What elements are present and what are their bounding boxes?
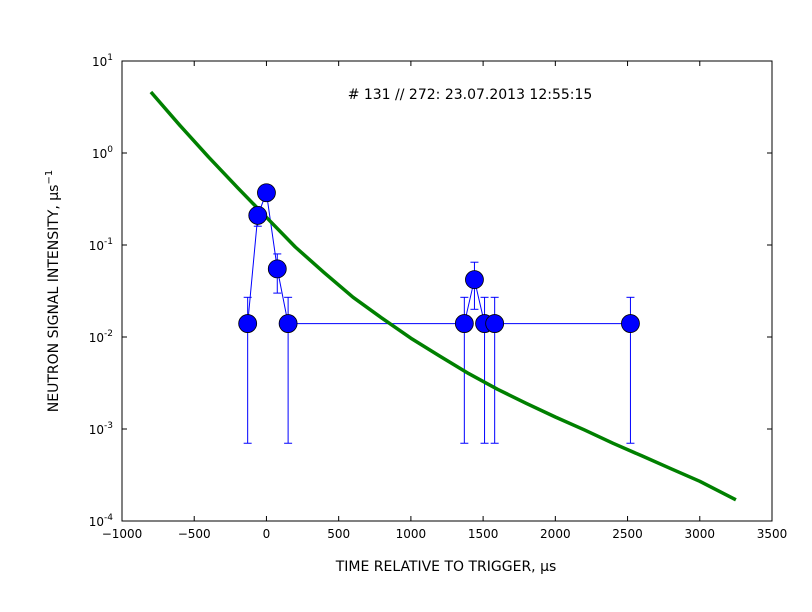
x-tick-label: 3500	[757, 527, 788, 541]
y-tick-exponent: -3	[104, 421, 113, 431]
chart-marks	[149, 90, 737, 502]
plot-frame	[121, 60, 773, 522]
y-tick-base: 10	[92, 55, 107, 69]
data-point	[454, 314, 474, 333]
fit-curve-line	[149, 90, 737, 502]
plot-area	[122, 61, 772, 521]
y-tick-base: 10	[89, 239, 104, 253]
y-axis-label-superscript: −1	[44, 170, 55, 185]
x-axis-label: TIME RELATIVE TO TRIGGER, μs	[335, 559, 557, 575]
x-tick-label: 1000	[396, 527, 427, 541]
y-tick-label: 10-1	[89, 237, 113, 253]
y-axis-label: NEUTRON SIGNAL INTENSITY, μs−1	[44, 170, 62, 412]
y-tick-exponent: -4	[104, 513, 113, 523]
y-tick-label: 101	[92, 53, 113, 69]
chart-annotation: # 131 // 272: 23.07.2013 12:55:15	[348, 87, 593, 103]
data-point	[278, 314, 298, 333]
data-point	[621, 314, 640, 333]
x-tick-label: 2000	[540, 527, 571, 541]
y-tick-label: 10-3	[89, 421, 113, 437]
x-tick-label: 2500	[612, 527, 643, 541]
y-tick-base: 10	[92, 147, 107, 161]
y-tick-base: 10	[89, 515, 104, 529]
y-tick-base: 10	[89, 331, 104, 345]
y-axis-label-group: NEUTRON SIGNAL INTENSITY, μs−1	[44, 170, 62, 412]
y-tick-label: 100	[92, 145, 113, 161]
data-point	[267, 259, 287, 279]
y-tick-label: 10-2	[89, 329, 113, 345]
y-tick-exponent: 1	[107, 53, 113, 63]
x-tick-label: 500	[327, 527, 350, 541]
data-point	[257, 183, 276, 203]
x-axis: −1000 −500 0 500 1000 1500 2000 2500 3000 3500	[102, 61, 788, 541]
y-tick-exponent: -2	[104, 329, 113, 339]
x-tick-label: 1500	[468, 527, 499, 541]
y-tick-base: 10	[89, 423, 104, 437]
x-tick-label: −500	[178, 527, 211, 541]
data-point	[465, 270, 484, 290]
x-tick-label: −1000	[102, 527, 143, 541]
y-tick-label: 10-4	[89, 513, 114, 529]
x-tick-label: 3000	[685, 527, 716, 541]
data-point	[485, 314, 505, 333]
y-tick-exponent: 0	[107, 145, 113, 155]
x-tick-label: 0	[263, 527, 271, 541]
data-point	[248, 205, 268, 225]
data-point	[238, 314, 258, 333]
y-tick-exponent: -1	[104, 237, 113, 247]
y-axis-label-text: NEUTRON SIGNAL INTENSITY, μs	[46, 185, 62, 413]
